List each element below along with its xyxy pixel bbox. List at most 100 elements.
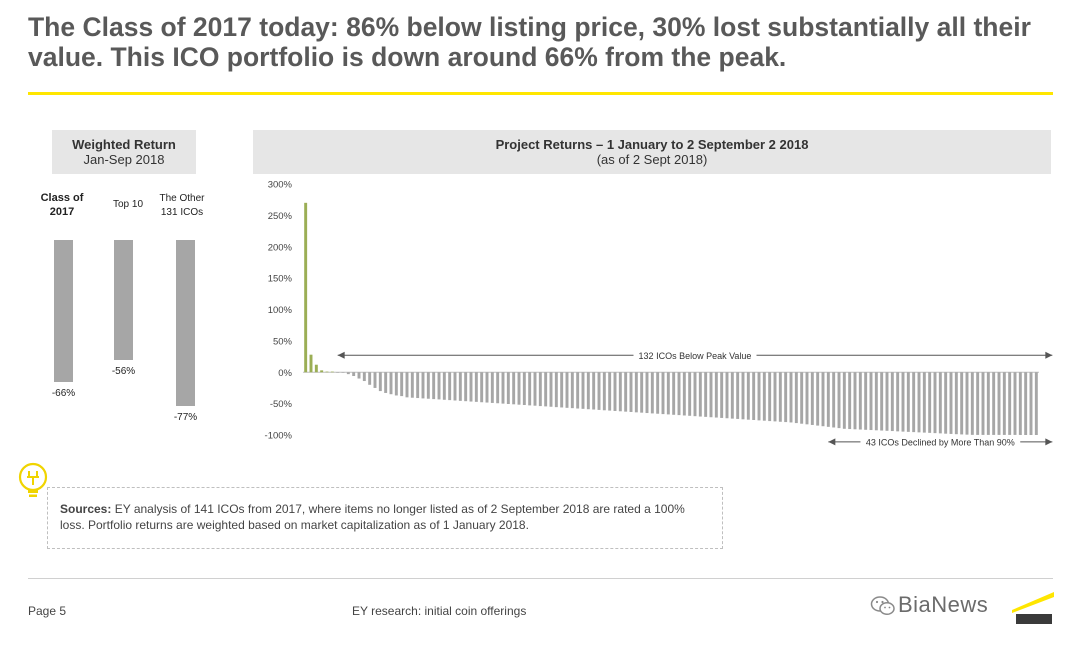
ico-return-bar — [698, 372, 702, 417]
ico-return-bar — [922, 372, 926, 433]
sources-body: EY analysis of 141 ICOs from 2017, where… — [60, 502, 685, 532]
ico-return-bar — [341, 372, 345, 373]
ico-return-bar — [304, 202, 308, 373]
ico-return-bar — [554, 372, 558, 408]
ico-return-bar — [720, 372, 724, 418]
ico-return-bar — [517, 372, 521, 405]
ico-return-bar — [496, 372, 500, 404]
ico-return-bar — [346, 372, 350, 375]
ico-return-bar — [762, 372, 766, 421]
ico-return-bar — [613, 372, 617, 411]
page-number: Page 5 — [28, 604, 67, 618]
ico-return-bar — [544, 372, 548, 407]
ico-return-bar — [506, 372, 510, 405]
ico-return-bar — [629, 372, 633, 412]
ico-return-bar — [981, 372, 985, 435]
ico-return-bar — [1034, 372, 1038, 435]
ico-return-bar — [933, 372, 937, 434]
ico-return-bar — [522, 372, 526, 406]
weighted-value-other-131: -77% — [173, 411, 198, 423]
ico-return-bar — [533, 372, 537, 406]
project-returns-title: Project Returns – 1 January to 2 Septemb… — [495, 137, 809, 152]
ico-return-bar — [853, 372, 857, 430]
ico-return-bar — [368, 372, 372, 385]
ico-return-bar — [650, 372, 654, 414]
ico-return-bar — [634, 372, 638, 413]
ico-return-bar — [965, 372, 969, 435]
ico-return-bar — [778, 372, 782, 422]
sources-box: Sources: EY analysis of 141 ICOs from 20… — [47, 487, 723, 549]
ico-return-bar — [1018, 372, 1022, 435]
ico-return-bar — [432, 372, 436, 400]
page-title: The Class of 2017 today: 86% below listi… — [28, 12, 1031, 72]
ico-return-bar — [954, 372, 958, 435]
weighted-return-subtitle: Jan-Sep 2018 — [83, 152, 165, 167]
ico-return-bar — [336, 372, 340, 373]
ico-return-bar — [474, 372, 478, 402]
wechat-icon — [870, 596, 895, 616]
ico-return-bar — [384, 372, 388, 393]
ico-return-bar — [960, 372, 964, 435]
ico-return-bar — [645, 372, 649, 414]
ico-return-bar — [421, 372, 425, 399]
ico-return-bar — [597, 372, 601, 410]
y-tick-label: -50% — [270, 399, 293, 410]
ico-return-bar — [821, 372, 825, 427]
weighted-value-class-of-2017: -66% — [51, 387, 76, 399]
ico-return-bar — [528, 372, 532, 406]
ico-return-bar — [640, 372, 644, 413]
ico-return-bar — [949, 372, 953, 434]
weighted-return-title: Weighted Return — [72, 137, 176, 152]
sources-text: Sources: EY analysis of 141 ICOs from 20… — [60, 501, 710, 533]
y-tick-label: 50% — [273, 336, 293, 347]
ico-return-bar — [938, 372, 942, 434]
ico-return-bar — [714, 372, 718, 418]
ico-return-bar — [896, 372, 900, 432]
ico-return-bar — [618, 372, 622, 412]
weighted-bar-top-10 — [114, 240, 133, 361]
ico-return-bar — [442, 372, 446, 400]
ico-return-bar — [437, 372, 441, 400]
ico-return-bar — [906, 372, 910, 432]
ico-return-bar — [314, 364, 318, 373]
ico-return-bar — [848, 372, 852, 430]
ico-return-bar — [416, 372, 420, 399]
y-tick-label: 250% — [268, 211, 293, 222]
ico-return-bar — [730, 372, 734, 419]
ico-return-bar — [485, 372, 489, 403]
y-tick-label: 0% — [278, 368, 292, 379]
ico-return-bar — [1029, 372, 1033, 435]
ico-return-bar — [373, 372, 377, 388]
ico-return-bar — [320, 370, 324, 373]
y-tick-label: 300% — [268, 180, 293, 191]
ico-return-bar — [784, 372, 788, 423]
range-annotation: 43 ICOs Declined by More Than 90% — [828, 434, 1053, 449]
ico-return-bar — [1008, 372, 1012, 435]
ico-return-bar — [400, 372, 404, 397]
ico-return-bar — [704, 372, 708, 417]
annotation-label-bg — [860, 434, 1021, 449]
annotation-arrowhead — [1045, 351, 1053, 359]
ico-return-bar — [944, 372, 948, 434]
ico-return-bar — [1024, 372, 1028, 435]
ico-return-bar — [880, 372, 884, 431]
ico-return-bar — [672, 372, 676, 415]
ico-return-bar — [624, 372, 628, 412]
ico-return-bar — [800, 372, 804, 424]
ico-return-bar — [826, 372, 830, 427]
project-returns-subtitle: (as of 2 Sept 2018) — [596, 152, 708, 167]
ico-return-bar — [832, 372, 836, 428]
ico-return-bar — [858, 372, 862, 430]
ico-return-bar — [464, 372, 468, 402]
ico-return-bar — [458, 372, 462, 401]
ico-return-bar — [1002, 372, 1006, 435]
ico-return-bar — [928, 372, 932, 433]
group-label-class-of-2017: Class of 2017 — [40, 192, 84, 218]
ico-return-bar — [810, 372, 814, 425]
ico-return-bar — [448, 372, 452, 401]
ico-return-bar — [549, 372, 553, 407]
annotation-label-bg — [633, 348, 757, 363]
ico-return-bar — [426, 372, 430, 399]
ey-logo — [1012, 592, 1054, 624]
range-annotation: 132 ICOs Below Peak Value — [337, 348, 1053, 363]
